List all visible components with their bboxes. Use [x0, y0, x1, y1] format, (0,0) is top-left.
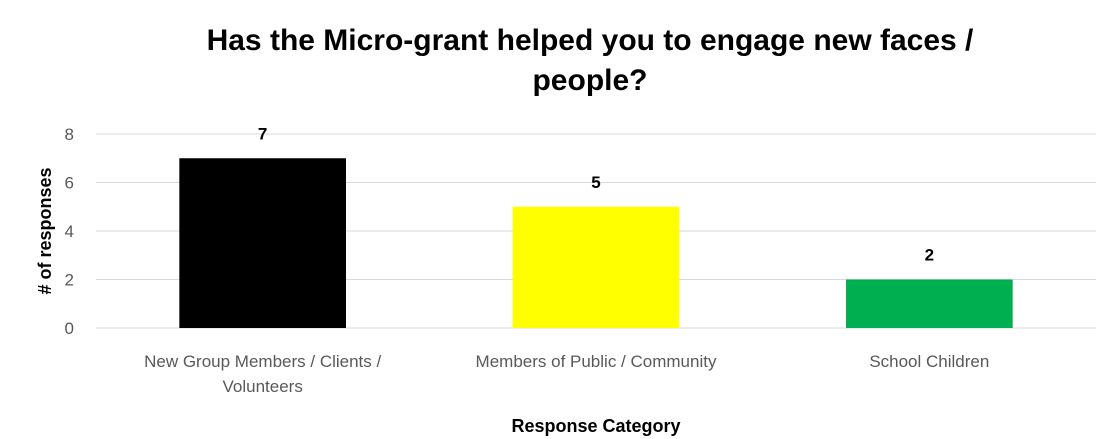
x-axis-categories: New Group Members / Clients / Volunteers M… — [144, 352, 989, 396]
data-label-3: 2 — [925, 246, 934, 265]
x-category-label-1-line-2: Volunteers — [222, 377, 302, 396]
bar-3 — [846, 279, 1013, 328]
data-label-2: 5 — [591, 173, 600, 192]
bar-1 — [179, 158, 346, 328]
data-labels: 7 5 2 — [258, 124, 934, 264]
y-tick-label-2: 2 — [65, 271, 74, 290]
y-tick-label-8: 8 — [65, 125, 74, 144]
chart-title-line-2: people? — [532, 64, 647, 97]
bars — [179, 158, 1013, 328]
data-label-1: 7 — [258, 124, 267, 143]
y-tick-label-6: 6 — [65, 174, 74, 193]
y-tick-label-0: 0 — [65, 319, 74, 338]
chart-title-line-1: Has the Micro-grant helped you to engage… — [207, 24, 974, 57]
x-axis-title: Response Category — [511, 416, 680, 436]
x-category-label-3: School Children — [869, 352, 989, 371]
x-category-label-2: Members of Public / Community — [476, 352, 717, 371]
x-category-label-1-line-1: New Group Members / Clients / — [144, 352, 381, 371]
y-tick-label-4: 4 — [65, 222, 74, 241]
y-axis-ticks: 0 2 4 6 8 — [65, 125, 74, 338]
y-axis-title: # of responses — [35, 167, 55, 294]
chart-title: Has the Micro-grant helped you to engage… — [207, 24, 974, 97]
bar-2 — [512, 206, 680, 328]
